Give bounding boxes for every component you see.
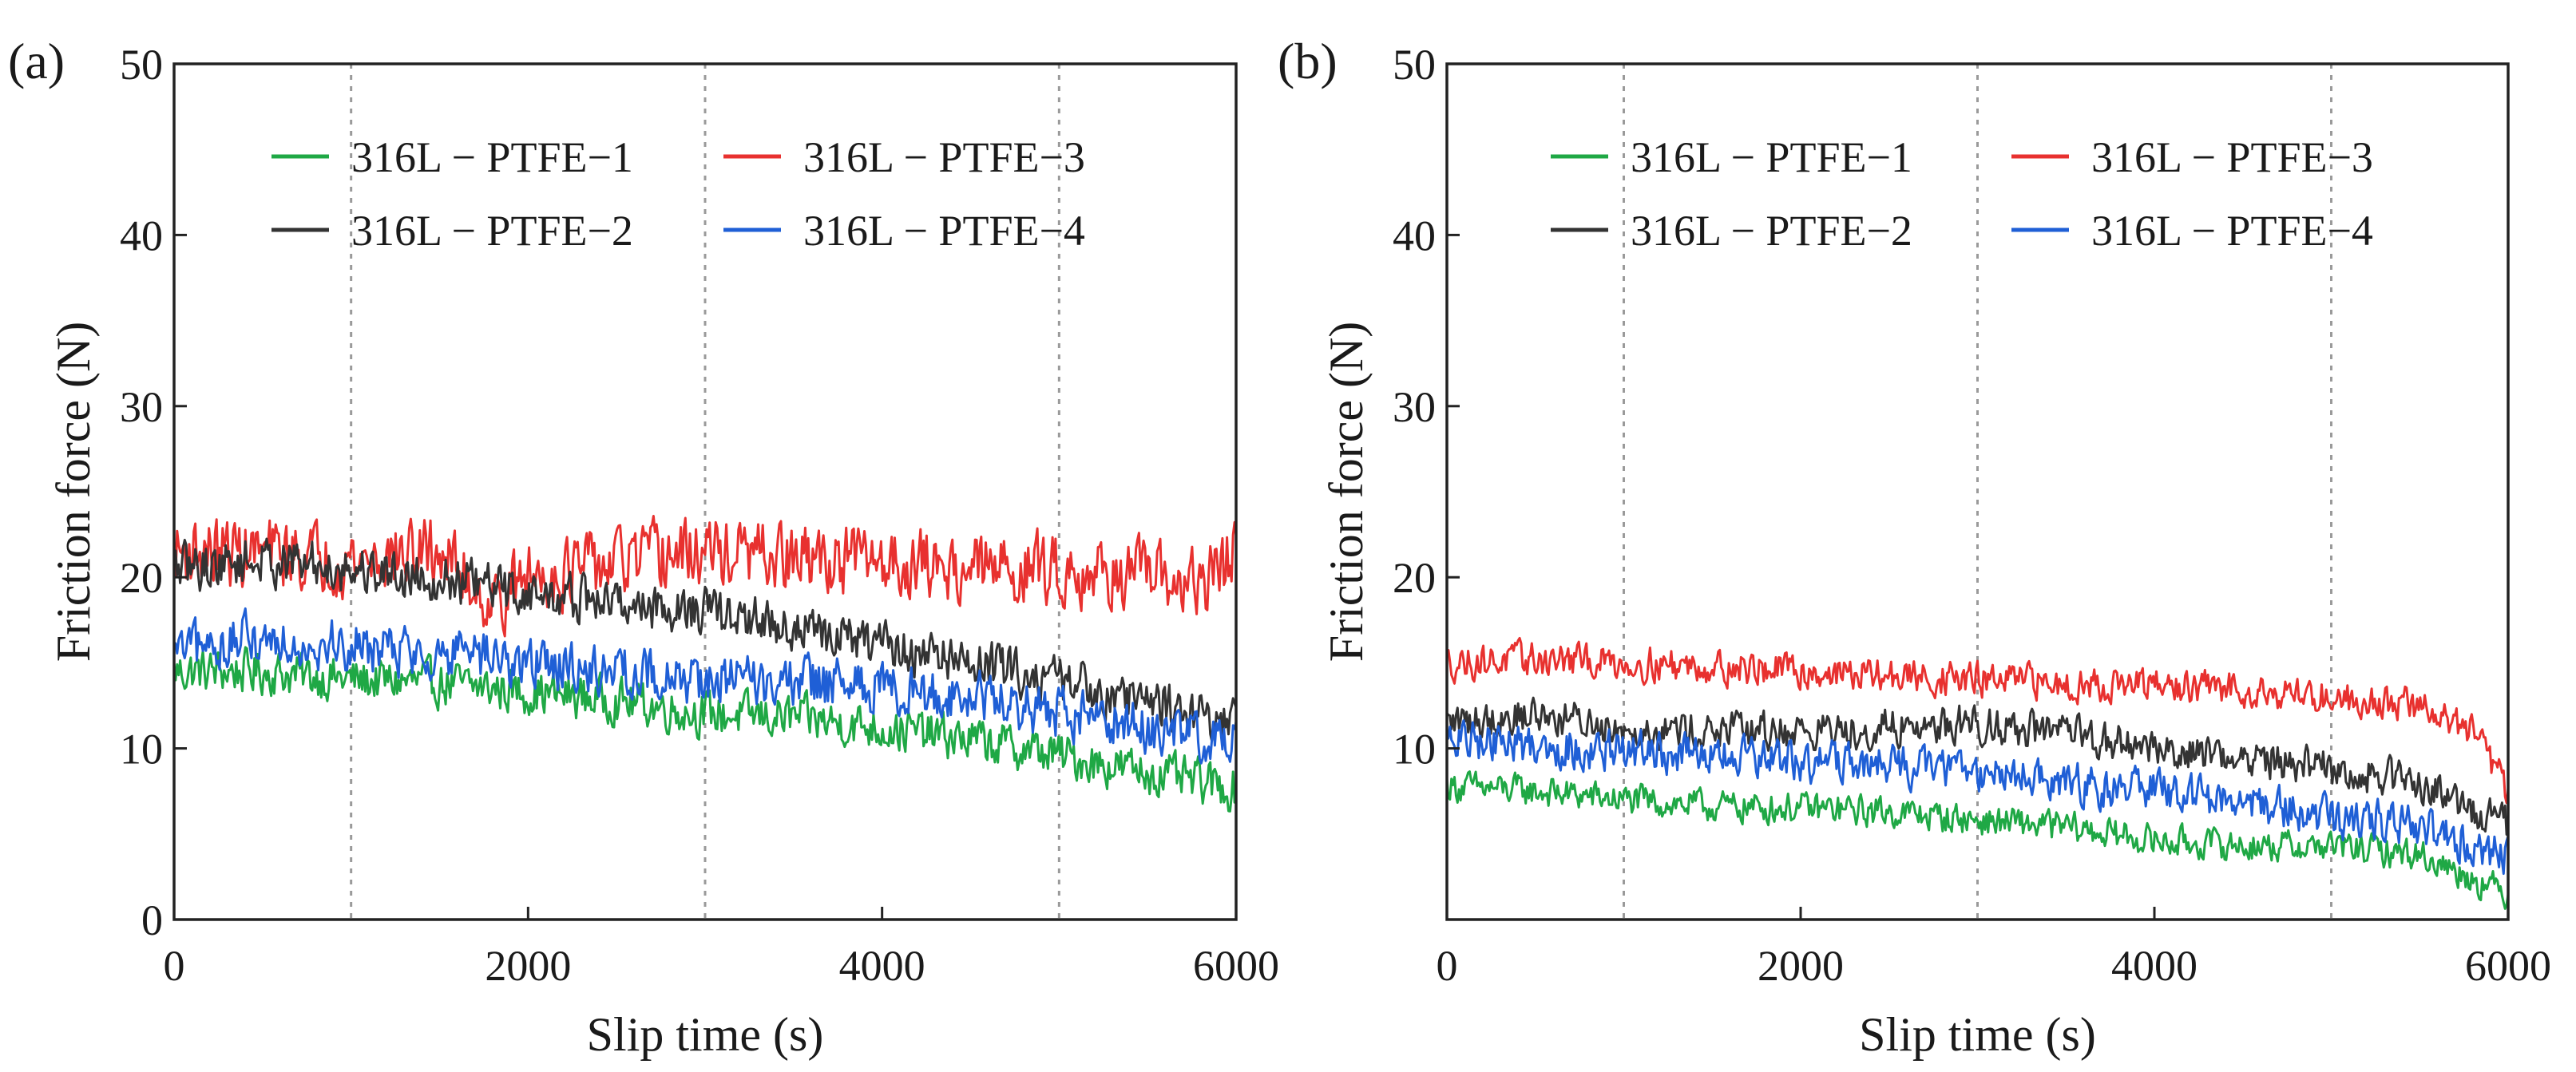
y-axis-title: Friction force (N) xyxy=(47,322,100,663)
x-tick-label: 6000 xyxy=(1193,942,1279,990)
x-tick-label: 0 xyxy=(164,942,185,990)
legend-label: 316L − PTFE−4 xyxy=(2091,207,2373,255)
legend-label: 316L − PTFE−3 xyxy=(803,133,1085,181)
series-line-4 xyxy=(173,607,1238,765)
x-tick-label: 6000 xyxy=(2465,942,2551,990)
legend-item: 316L − PTFE−4 xyxy=(723,207,1085,255)
series-line-1 xyxy=(1445,770,2510,910)
series-line-3 xyxy=(172,537,1238,742)
panel-label: (a) xyxy=(8,33,65,89)
x-tick-label: 0 xyxy=(1437,942,1458,990)
legend-item: 316L − PTFE−3 xyxy=(2011,133,2373,181)
x-tick-label: 2000 xyxy=(1758,942,1844,990)
plot-frame xyxy=(172,62,1238,921)
panel-label: (b) xyxy=(1278,33,1338,89)
legend-item: 316L − PTFE−2 xyxy=(1551,207,1912,255)
x-axis-title: Slip time (s) xyxy=(587,1008,824,1061)
y-tick-label: 20 xyxy=(1393,554,1436,602)
legend-label: 316L − PTFE−4 xyxy=(803,207,1085,255)
x-tick-label: 4000 xyxy=(839,942,925,990)
x-axis-title: Slip time (s) xyxy=(1859,1008,2096,1061)
legend-item: 316L − PTFE−3 xyxy=(723,133,1085,181)
y-tick-label: 40 xyxy=(1393,212,1436,259)
legend-item: 316L − PTFE−1 xyxy=(271,133,633,181)
series-line-3 xyxy=(1445,696,2510,836)
x-tick-label: 4000 xyxy=(2111,942,2198,990)
chart-panel-a: 0 10 20 30 40 50 0 2000 4000 6000 Slip time (s) Fri… xyxy=(8,33,1279,1061)
y-tick-label: 0 xyxy=(141,896,163,944)
y-tick-label: 30 xyxy=(120,383,163,431)
y-tick-label: 10 xyxy=(120,726,163,773)
legend-item: 316L − PTFE−2 xyxy=(271,207,633,255)
series-line-2 xyxy=(172,515,1238,638)
legend-label: 316L − PTFE−2 xyxy=(1631,207,1912,255)
y-tick-label: 40 xyxy=(120,212,163,259)
y-tick-label: 50 xyxy=(120,41,163,89)
legend-label: 316L − PTFE−1 xyxy=(1631,133,1912,181)
series-line-4 xyxy=(1445,719,2510,876)
legend-item: 316L − PTFE−4 xyxy=(2011,207,2373,255)
legend-label: 316L − PTFE−3 xyxy=(2091,133,2373,181)
plot-frame xyxy=(1445,62,2510,921)
legend-label: 316L − PTFE−1 xyxy=(351,133,633,181)
y-axis-title: Friction force (N) xyxy=(1320,322,1373,663)
x-tick-label: 2000 xyxy=(485,942,571,990)
chart-panel-b: 10 20 30 40 50 0 2000 4000 6000 Slip time (s) Fric… xyxy=(1278,33,2551,1061)
legend-label: 316L − PTFE−2 xyxy=(351,207,633,255)
y-tick-label: 30 xyxy=(1393,383,1436,431)
y-tick-label: 10 xyxy=(1393,726,1436,773)
series-line-2 xyxy=(1445,636,2510,805)
legend-item: 316L − PTFE−1 xyxy=(1551,133,1912,181)
y-tick-label: 20 xyxy=(120,554,163,602)
series-line-1 xyxy=(172,646,1238,813)
y-tick-label: 50 xyxy=(1393,41,1436,89)
